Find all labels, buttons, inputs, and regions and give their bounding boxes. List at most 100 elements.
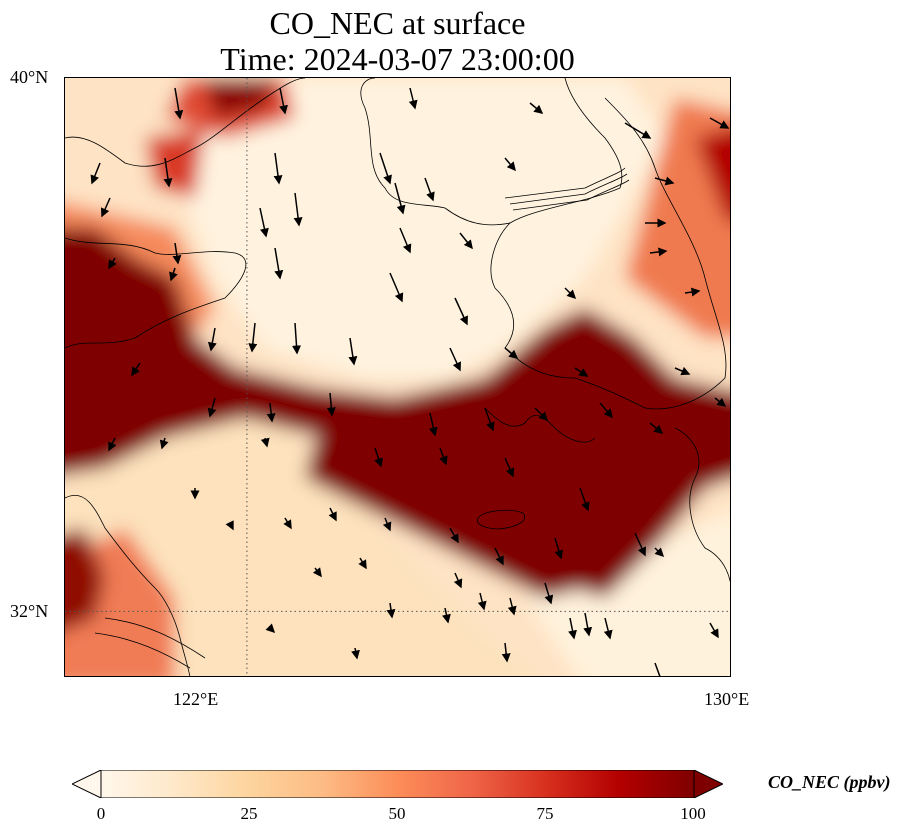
wind-arrow bbox=[207, 397, 217, 418]
wind-arrow bbox=[100, 197, 111, 218]
wind-arrow bbox=[374, 447, 383, 468]
wind-arrow bbox=[454, 297, 468, 326]
wind-arrow bbox=[649, 422, 664, 434]
wind-arrow bbox=[274, 247, 284, 280]
wind-arrow bbox=[292, 322, 301, 355]
wind-arrow bbox=[507, 597, 517, 616]
wind-arrow bbox=[90, 162, 101, 185]
wind-arrow bbox=[709, 117, 730, 129]
wind-arrow bbox=[674, 366, 691, 376]
wind-arrow bbox=[207, 327, 217, 352]
wind-arrow bbox=[453, 572, 463, 589]
high-concentration-band bbox=[65, 228, 730, 598]
wind-arrow bbox=[504, 157, 516, 172]
wind-arrow bbox=[568, 617, 577, 640]
wind-arrow bbox=[424, 177, 435, 202]
wind-arrow bbox=[439, 447, 448, 466]
colorbar-gradient bbox=[100, 769, 695, 799]
wind-arrow bbox=[169, 267, 178, 282]
colorbar-extend-high bbox=[693, 769, 725, 799]
wind-arrow bbox=[273, 152, 283, 185]
wind-arrow bbox=[654, 176, 675, 186]
wind-arrow bbox=[265, 623, 276, 634]
wind-arrow bbox=[399, 227, 412, 254]
wind-arrow bbox=[225, 520, 234, 531]
wind-arrow bbox=[554, 537, 564, 560]
wind-arrow bbox=[108, 257, 117, 270]
low-concentration-region-south bbox=[65, 408, 531, 676]
wind-arrow bbox=[174, 87, 184, 120]
wind-arrow bbox=[328, 507, 337, 522]
wind-arrow bbox=[131, 362, 141, 377]
coastline-korea-west bbox=[360, 78, 511, 226]
wind-arrow bbox=[564, 287, 577, 300]
lon-tick-label: 122°E bbox=[173, 689, 219, 709]
wind-arrow bbox=[312, 567, 322, 578]
wind-arrow bbox=[583, 612, 593, 637]
colorbar-tick: 0 bbox=[96, 804, 106, 823]
colorbar-tick: 100 bbox=[680, 804, 706, 823]
wind-arrow bbox=[709, 622, 719, 639]
colorbar-tick: 75 bbox=[536, 804, 554, 823]
wind-arrow bbox=[449, 347, 461, 372]
wind-arrow bbox=[248, 322, 258, 353]
wind-arrow bbox=[494, 547, 504, 566]
wind-arrow bbox=[283, 517, 292, 530]
wind-arrow bbox=[529, 102, 544, 114]
coastline-shandong bbox=[65, 237, 247, 349]
wind-arrow bbox=[386, 602, 396, 619]
wind-arrow bbox=[379, 152, 392, 185]
map-panel bbox=[64, 77, 731, 677]
wind-arrow bbox=[259, 207, 269, 238]
colorbar-extend-low bbox=[70, 769, 102, 799]
wind-arrow bbox=[348, 337, 358, 366]
concentration-field bbox=[65, 78, 730, 676]
wind-arrow bbox=[358, 557, 367, 570]
colorbar-tick: 25 bbox=[240, 804, 258, 823]
wind-arrow bbox=[534, 407, 549, 422]
wind-arrow bbox=[279, 87, 288, 115]
wind-arrow bbox=[504, 347, 519, 359]
colorbar-label: CO_NEC (ppbv) bbox=[768, 772, 891, 792]
jeju-island bbox=[476, 509, 526, 530]
coastline-china-north bbox=[65, 78, 306, 167]
wind-arrow bbox=[260, 437, 270, 448]
wind-arrow bbox=[266, 402, 276, 423]
wind-arrow bbox=[504, 457, 515, 478]
colorbar bbox=[70, 769, 725, 799]
wind-arrow bbox=[624, 122, 652, 139]
wind-arrow bbox=[449, 527, 459, 544]
wind-arrow bbox=[394, 182, 406, 215]
wind-arrow bbox=[654, 547, 665, 558]
japan-kyushu bbox=[674, 427, 730, 583]
wind-arrow bbox=[634, 532, 646, 557]
wind-arrow bbox=[654, 662, 661, 676]
wind-arrow bbox=[326, 392, 336, 417]
wind-arrow bbox=[579, 487, 590, 512]
wind-arrow bbox=[163, 157, 173, 188]
wind-arrow bbox=[484, 407, 495, 432]
wind-arrow bbox=[477, 592, 487, 611]
map-subtitle-time: Time: 2024-03-07 23:00:00 bbox=[220, 41, 575, 77]
wind-arrow bbox=[351, 647, 360, 660]
map-title: CO_NEC at surface bbox=[269, 5, 526, 41]
wind-arrow bbox=[159, 437, 169, 450]
coastline-korea bbox=[490, 78, 727, 410]
wind-arrow bbox=[459, 232, 473, 250]
wind-arrow bbox=[501, 642, 511, 663]
wind-arrow bbox=[442, 607, 451, 624]
wind-arrow bbox=[428, 412, 438, 437]
lat-tick-label: 32°N bbox=[10, 601, 49, 621]
wind-vectors bbox=[90, 87, 730, 676]
gridlines bbox=[65, 78, 730, 676]
wind-arrow bbox=[599, 402, 613, 419]
wind-arrow bbox=[408, 87, 418, 110]
low-concentration-region bbox=[185, 78, 665, 378]
wind-arrow bbox=[574, 367, 589, 377]
wind-arrow bbox=[544, 582, 554, 605]
wind-arrow bbox=[389, 272, 404, 303]
wind-arrow bbox=[108, 437, 117, 452]
wind-arrow bbox=[649, 247, 668, 257]
wind-arrow bbox=[172, 242, 182, 265]
lat-tick-label: 40°N bbox=[10, 67, 49, 87]
